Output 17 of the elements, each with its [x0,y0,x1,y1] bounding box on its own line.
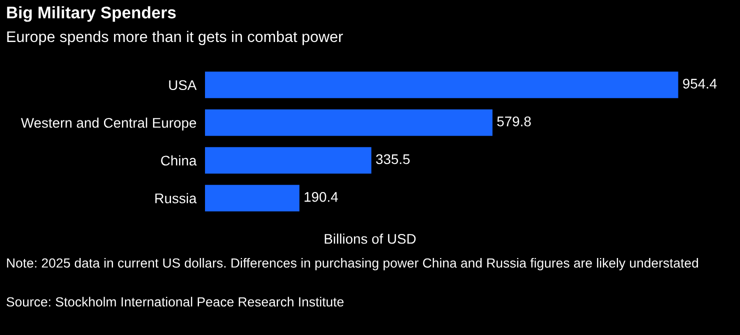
chart-subtitle: Europe spends more than it gets in combat power [7,30,343,46]
data-label: 954.4 [683,78,717,89]
text: Note: 2025 data in current US dollars. Differences in purchasing power China and Russia figures are likely understated [7,258,698,270]
bar [205,109,492,136]
data-label: 335.5 [376,154,410,164]
chart-title: Big Military Spenders [7,6,176,22]
data-label: 579.8 [497,116,531,126]
y-tick-label: China [161,155,197,166]
y-tick-label: Western and Central Europe [20,118,196,131]
bar [205,72,678,98]
y-tick-label: Russia [155,193,197,204]
bar [205,147,372,174]
bar [205,184,300,212]
y-tick-label: USA [169,80,197,90]
data-label: 190.4 [304,192,338,202]
x-axis-title: Billions of USD [324,234,416,244]
source-note: Source: Stockholm International Peace Research Institute [6,296,344,307]
